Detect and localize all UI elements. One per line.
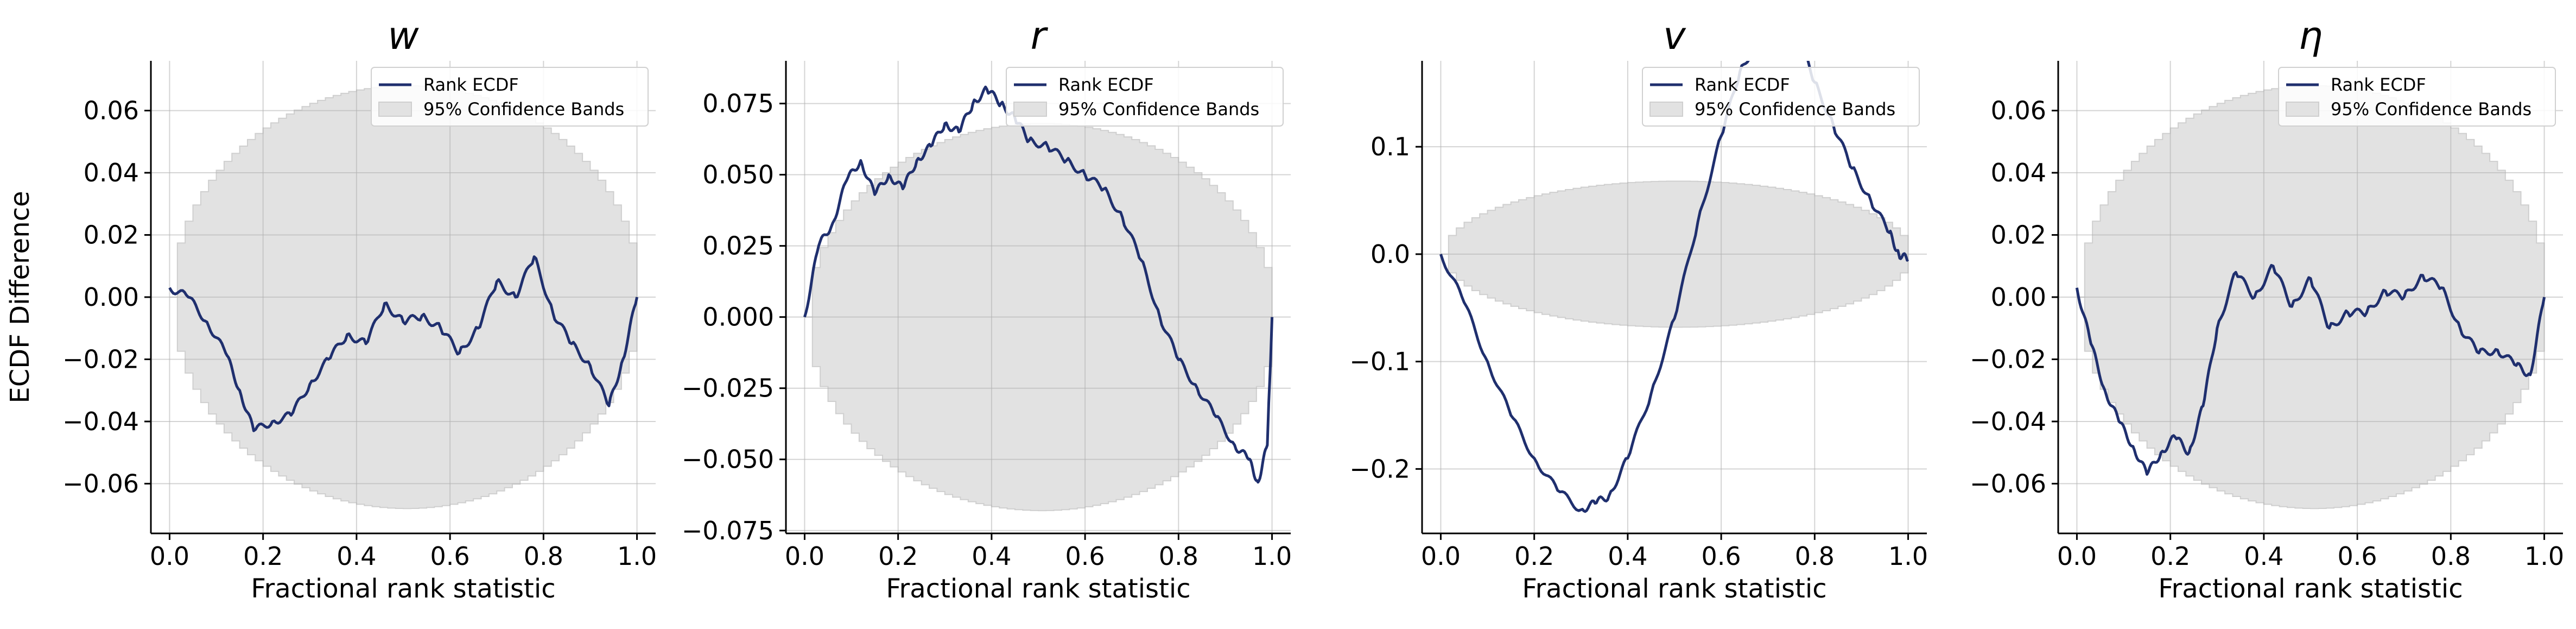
chart-panel-2: 0.0 0.2 0.4 0.6 0.8 1.0 −0.075 −0.050 −0.025 0.00… [682, 14, 1292, 604]
y-tick-label: 0.075 [702, 89, 774, 118]
y-tick-label: −0.2 [1349, 454, 1410, 483]
x-tick-label: 0.6 [430, 542, 470, 571]
x-tick-label: 0.6 [1702, 542, 1741, 571]
legend-label-rank-ecdf: Rank ECDF [423, 74, 519, 95]
x-tick-label: 1.0 [617, 542, 657, 571]
legend-label-confidence-bands: 95% Confidence Bands [2331, 99, 2531, 119]
legend: Rank ECDF 95% Confidence Bands [371, 67, 649, 127]
x-tick-label: 0.4 [2244, 542, 2283, 571]
y-tick-label: −0.04 [1970, 407, 2046, 436]
y-tick-label: −0.02 [62, 344, 139, 374]
x-tick-label: 0.4 [972, 542, 1011, 571]
y-tick-label: 0.00 [84, 282, 139, 312]
x-tick-label: 1.0 [1888, 542, 1928, 571]
x-tick-label: 0.2 [2150, 542, 2190, 571]
legend-label-confidence-bands: 95% Confidence Bands [1695, 99, 1895, 119]
panel-title: η [2299, 14, 2323, 58]
legend-box [371, 67, 649, 127]
x-tick-label: 0.0 [785, 542, 824, 571]
legend-band-swatch [1013, 102, 1047, 117]
legend-label-rank-ecdf: Rank ECDF [1695, 74, 1790, 95]
x-tick-label: 0.6 [2338, 542, 2377, 571]
rank-ecdf-line [2075, 264, 2546, 476]
y-tick-label: −0.075 [682, 516, 774, 545]
chart-panel-4: 0.0 0.2 0.4 0.6 0.8 1.0 −0.06 −0.04 −0.02 0.00 0.0… [1970, 14, 2564, 604]
y-tick-label: 0.1 [1371, 132, 1410, 161]
y-tick-label: 0.02 [84, 221, 139, 250]
x-tick-label: 0.0 [150, 542, 189, 571]
chart-panel-3: 0.0 0.2 0.4 0.6 0.8 1.0 −0.2 −0.1 0.0 0.1 Fraction… [1349, 14, 1928, 604]
legend: Rank ECDF 95% Confidence Bands [1642, 67, 1920, 127]
y-tick-label: 0.025 [702, 231, 774, 261]
x-tick-label: 0.0 [2057, 542, 2097, 571]
x-axis-label: Fractional rank statistic [2158, 574, 2463, 604]
x-tick-label: 1.0 [2524, 542, 2564, 571]
x-tick-label: 0.6 [1065, 542, 1105, 571]
x-tick-label: 0.8 [1159, 542, 1198, 571]
x-tick-label: 0.8 [2431, 542, 2471, 571]
x-tick-label: 0.8 [1795, 542, 1835, 571]
x-axis-label: Fractional rank statistic [886, 574, 1190, 604]
legend-band-swatch [1649, 102, 1683, 117]
x-axis-label: Fractional rank statistic [251, 574, 555, 604]
y-tick-label: 0.06 [1991, 96, 2046, 125]
chart-panel-1: 0.0 0.2 0.4 0.6 0.8 1.0 −0.06 −0.04 −0.02 0.00 0.0… [5, 14, 657, 604]
legend: Rank ECDF 95% Confidence Bands [1006, 67, 1284, 127]
y-tick-label: −0.04 [62, 407, 139, 436]
y-tick-label: 0.02 [1991, 221, 2046, 250]
rank-ecdf-line [168, 255, 639, 432]
y-tick-label: −0.050 [682, 445, 774, 474]
y-tick-label: 0.050 [702, 160, 774, 190]
x-tick-label: 0.2 [1514, 542, 1554, 571]
y-tick-label: 0.0 [1371, 240, 1410, 269]
x-tick-label: 0.0 [1421, 542, 1461, 571]
x-tick-label: 0.4 [1608, 542, 1647, 571]
x-tick-label: 0.4 [337, 542, 376, 571]
y-tick-label: −0.02 [1970, 344, 2046, 374]
x-axis-label: Fractional rank statistic [1522, 574, 1826, 604]
y-axis-label: ECDF Difference [5, 191, 35, 403]
legend-box [1006, 67, 1284, 127]
rank-ecdf-line [1439, 61, 1909, 513]
x-tick-label: 0.8 [524, 542, 563, 571]
y-tick-label: 0.04 [1991, 158, 2046, 187]
panel-title: w [388, 14, 419, 58]
y-tick-label: 0.000 [702, 303, 774, 332]
x-tick-label: 0.2 [243, 542, 283, 571]
legend-label-confidence-bands: 95% Confidence Bands [423, 99, 624, 119]
y-tick-label: −0.1 [1349, 347, 1410, 376]
panel-title: v [1663, 14, 1686, 58]
x-tick-label: 1.0 [1252, 542, 1292, 571]
legend-box [1642, 67, 1920, 127]
x-tick-label: 0.2 [878, 542, 918, 571]
y-tick-label: 0.06 [84, 96, 139, 125]
y-tick-label: 0.00 [1991, 282, 2046, 312]
legend-band-swatch [378, 102, 412, 117]
legend-label-rank-ecdf: Rank ECDF [2331, 74, 2426, 95]
y-tick-label: −0.025 [682, 374, 774, 403]
legend-label-confidence-bands: 95% Confidence Bands [1058, 99, 1259, 119]
legend-label-rank-ecdf: Rank ECDF [1058, 74, 1154, 95]
legend-band-swatch [2286, 102, 2319, 117]
legend-box [2278, 67, 2556, 127]
y-tick-label: 0.04 [84, 158, 139, 187]
y-tick-label: −0.06 [1970, 469, 2046, 498]
panel-title: r [1031, 14, 1049, 58]
y-tick-label: −0.06 [62, 469, 139, 498]
legend: Rank ECDF 95% Confidence Bands [2278, 67, 2556, 127]
